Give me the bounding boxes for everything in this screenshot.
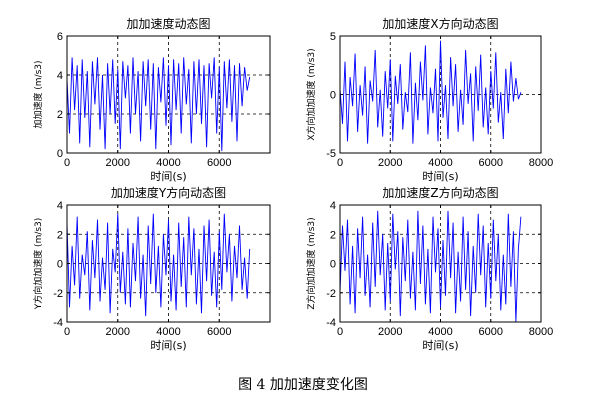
series-line	[339, 40, 522, 144]
y-tick-label: -4	[326, 317, 336, 329]
series-line	[339, 210, 522, 323]
y-tick-label: 6	[57, 31, 63, 43]
x-axis-label: 时间(s)	[422, 339, 458, 352]
x-tick-label: 0	[64, 157, 70, 169]
x-tick-label: 6000	[207, 326, 231, 338]
chart-title: 加加速度Y方向动态图	[111, 185, 226, 200]
y-tick-label: 5	[330, 31, 336, 43]
y-axis-label: Z方向加加速度 (m/s3)	[305, 217, 317, 309]
x-axis-label: 时间(s)	[150, 170, 186, 183]
y-tick-label: 0	[330, 90, 336, 102]
x-tick-label: 4000	[156, 157, 180, 169]
chart-title: 加加速度Z方向动态图	[382, 185, 498, 200]
series-line	[66, 213, 251, 317]
y-axis-label: 加加速度 (m/s3)	[32, 60, 44, 128]
chart-title: 加加速度X方向动态图	[382, 16, 498, 31]
series-line	[66, 57, 251, 152]
x-tick-label: 2000	[378, 157, 402, 169]
y-tick-label: 2	[57, 229, 63, 241]
x-tick-label: 6000	[479, 326, 503, 338]
y-tick-label: 2	[57, 109, 63, 121]
x-axis-label: 时间(s)	[150, 339, 186, 352]
x-tick-label: 6000	[479, 157, 503, 169]
x-tick-label: 6000	[207, 157, 231, 169]
x-tick-label: 2000	[106, 157, 130, 169]
x-tick-label: 0	[64, 326, 70, 338]
y-tick-label: 0	[57, 148, 63, 160]
x-tick-label: 0	[337, 157, 343, 169]
x-tick-label: 4000	[428, 326, 452, 338]
figure-caption: 图 4 加加速度变化图	[238, 377, 368, 393]
x-tick-label: 8000	[529, 326, 553, 338]
plot-background	[67, 36, 270, 153]
y-tick-label: -4	[53, 317, 63, 329]
plot-jerk-x: 0 2000 4000 6000 8000-505加加速度X方向动态图时间(s)X方向加…	[305, 16, 553, 183]
y-tick-label: 0	[57, 259, 63, 271]
y-tick-label: 4	[330, 200, 336, 212]
y-tick-label: -2	[53, 288, 63, 300]
x-axis-label: 时间(s)	[422, 170, 458, 183]
x-tick-label: 4000	[428, 157, 452, 169]
x-tick-label: 8000	[529, 157, 553, 169]
y-tick-label: 0	[330, 259, 336, 271]
y-tick-label: -5	[326, 148, 336, 160]
y-tick-label: 4	[57, 70, 63, 82]
y-axis-label: X方向加加速度 (m/s3)	[305, 48, 317, 140]
y-tick-label: -2	[326, 288, 336, 300]
x-tick-label: 2000	[106, 326, 130, 338]
x-tick-label: 0	[337, 326, 343, 338]
chart-title: 加加速度动态图	[126, 16, 210, 31]
x-tick-label: 2000	[378, 326, 402, 338]
y-axis-label: Y方向加加速度 (m/s3)	[32, 218, 44, 311]
y-tick-label: 2	[330, 229, 336, 241]
x-tick-label: 4000	[156, 326, 180, 338]
y-tick-label: 4	[57, 200, 63, 212]
